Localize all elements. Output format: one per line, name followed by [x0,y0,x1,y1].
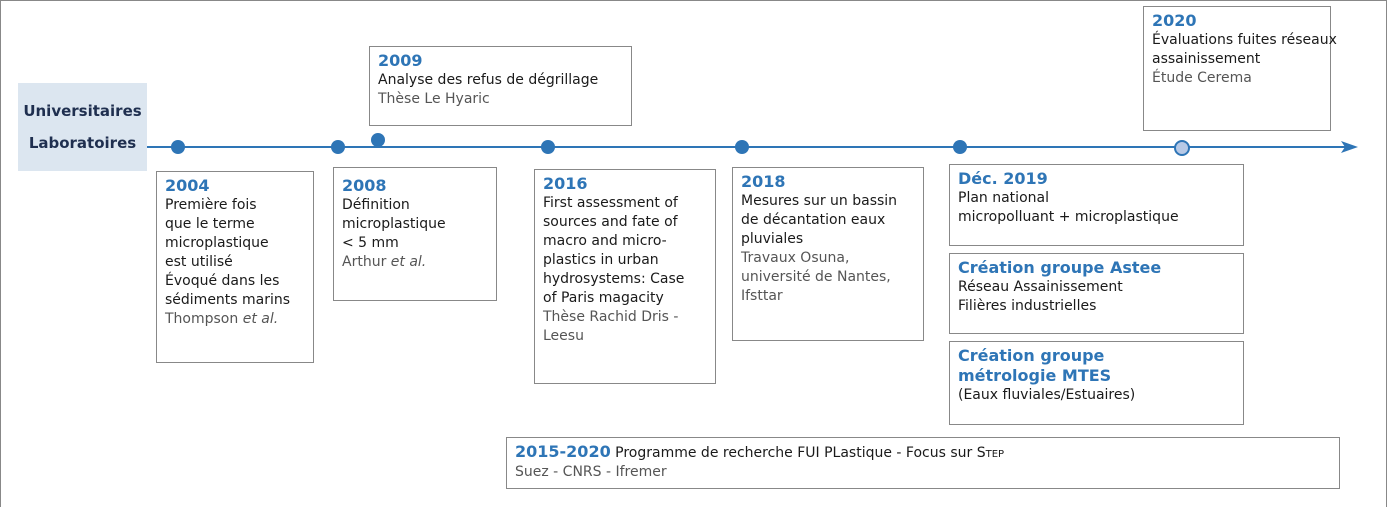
event-source: Arthur et al. [342,253,488,272]
event-line: < 5 mm [342,235,399,251]
event-box: 2020 Évaluations fuites réseaux assainisse… [1143,6,1337,131]
event-line: of Paris magacity [543,290,664,306]
source-text: université de Nantes, [741,269,891,285]
event-line: Mesures sur un bassin [741,193,898,209]
event-source: Thèse Le Hyaric [378,90,623,109]
program-source: Suez - CNRS - Ifremer [515,464,667,480]
event-source: Thèse Rachid Dris - [543,308,707,327]
event-title: 2008 [342,176,387,195]
event-source: Ifsttar [741,287,915,306]
event-box: Création groupe métrologie MTES (Eaux fluv… [949,341,1244,425]
event-line: sédiments marins [165,292,291,308]
event-line: Plan national [958,190,1049,206]
event-line: est utilisé [165,254,233,270]
event-box: 2016 First assessment of sources and fate … [534,169,716,384]
event-line: Première fois [165,197,257,213]
event-title: 2016 [543,174,588,193]
event-line: macro and micro- [543,233,667,249]
event-source: Leesu [543,327,707,346]
timeline-dot [1174,140,1190,156]
event-line: de décantation eaux [741,212,886,228]
event-line: Évaluations fuites réseaux [1152,32,1337,48]
program-box: 2015-2020 Programme de recherche FUI PLa… [506,437,1340,489]
event-box: Création groupe Astee Réseau Assainisseme… [949,253,1244,334]
event-line: plastics in urban [543,252,659,268]
event-title: Déc. 2019 [958,169,1048,188]
event-title: Création groupe [958,346,1105,365]
timeline-dot [735,140,749,154]
event-box: Déc. 2019 Plan national micropolluant + mi… [949,164,1244,246]
event-box: 2018 Mesures sur un bassin de décantation … [732,167,924,341]
event-line: pluviales [741,231,804,247]
arrow-head [1341,141,1358,153]
event-line: Évoqué dans les [165,273,280,289]
source-emphasis: et al. [242,311,279,327]
event-line: Filières industrielles [958,298,1097,314]
program-title: 2015-2020 [515,442,611,461]
source-text: Leesu [543,328,584,344]
timeline-dot [541,140,555,154]
event-line: (Eaux fluviales/Estuaires) [958,387,1136,403]
event-title: métrologie MTES [958,366,1112,385]
event-line: Analyse des refus de dégrillage [378,72,599,88]
source-text: Thompson [165,311,239,327]
event-line: micropolluant + microplastique [958,209,1179,225]
event-line: Définition [342,197,410,213]
event-title: 2009 [378,51,423,70]
event-line: sources and fate of [543,214,678,230]
event-line: assainissement [1152,51,1261,67]
event-box: 2004 Première fois que le terme microplasti… [156,171,314,363]
event-source: université de Nantes, [741,268,915,287]
actor-label: Universitaires Laboratoires [18,83,147,171]
source-text: Travaux Osuna, [741,250,850,266]
source-text: Arthur [342,254,387,270]
event-line: Réseau Assainissement [958,279,1123,295]
source-text: Thèse Rachid Dris - [543,309,679,325]
event-box: 2008 Définition microplastique < 5 mm Arthur… [333,167,497,301]
event-line: First assessment of [543,195,678,211]
event-title: 2004 [165,176,210,195]
timeline-dot [371,133,385,147]
source-text: Étude Cerema [1152,70,1252,86]
event-line: que le terme [165,216,255,232]
source-text: Ifsttar [741,288,783,304]
event-source: Étude Cerema [1152,69,1322,88]
program-acronym: Step [976,445,1005,461]
event-title: 2018 [741,172,786,191]
event-source: Travaux Osuna, [741,249,915,268]
timeline-dot [171,140,185,154]
timeline-dot [331,140,345,154]
event-title: 2020 [1152,11,1197,30]
event-box: 2009 Analyse des refus de dégrillage Thèse… [369,46,632,126]
event-source: Thompson et al. [165,310,305,329]
event-line: microplastique [165,235,269,251]
label-line: Universitaires [23,102,142,120]
event-line: microplastique [342,216,446,232]
event-title: Création groupe Astee [958,258,1162,277]
program-text: Programme de recherche FUI PLastique - F… [615,445,973,461]
timeline-dot [953,140,967,154]
source-text: Thèse Le Hyaric [378,91,490,107]
source-emphasis: et al. [390,254,427,270]
label-line: Laboratoires [28,134,137,152]
event-line: hydrosystems: Case [543,271,685,287]
